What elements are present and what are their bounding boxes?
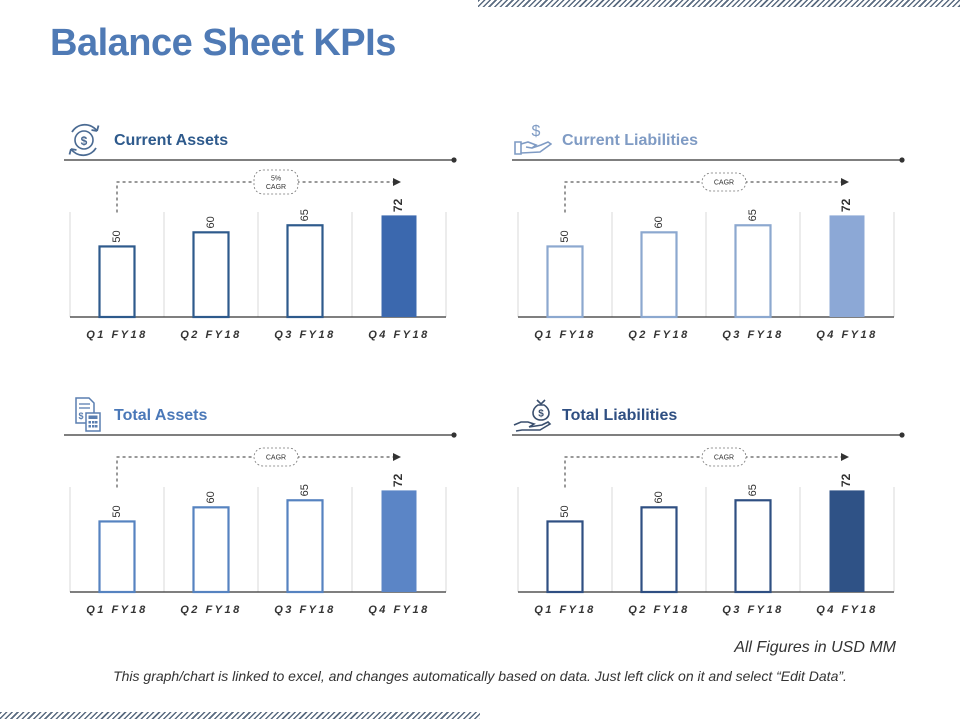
bar bbox=[640, 506, 678, 594]
rule-end-dot bbox=[451, 157, 457, 163]
bar bbox=[381, 215, 417, 317]
data-label: 72 bbox=[839, 198, 853, 212]
bar bbox=[734, 224, 772, 319]
category-label: Q1 FY18 bbox=[86, 604, 148, 616]
cagr-arrow-line bbox=[116, 456, 399, 488]
svg-text:$: $ bbox=[532, 123, 541, 140]
decorative-hatch-bottom bbox=[0, 712, 480, 719]
chart-panel-total-assets[interactable]: $ Total Assets CAGR 50 Q1 FY18 60 Q2 FY18 65 Q… bbox=[64, 395, 464, 625]
dollar-cycle-icon: $ bbox=[68, 123, 100, 157]
ledger-calculator-icon: $ bbox=[75, 397, 101, 432]
svg-text:$: $ bbox=[538, 409, 544, 420]
bar bbox=[829, 490, 865, 592]
category-label: Q3 FY18 bbox=[722, 604, 784, 616]
hand-dollar-icon: $ bbox=[514, 123, 552, 155]
current-liabilities-chart: CAGR 50 Q1 FY18 60 Q2 FY18 65 Q3 FY18 72 Q4 FY18 bbox=[512, 157, 905, 341]
cagr-badge bbox=[253, 447, 299, 467]
footnote: This graph/chart is linked to excel, and… bbox=[113, 668, 847, 684]
cagr-text: CAGR bbox=[266, 455, 286, 462]
cagr-arrow-head bbox=[393, 453, 401, 461]
bar bbox=[192, 231, 230, 319]
bar bbox=[381, 490, 417, 592]
data-label: 60 bbox=[205, 216, 217, 228]
total-liabilities-chart: CAGR 50 Q1 FY18 60 Q2 FY18 65 Q3 FY18 72 Q4 FY18 bbox=[512, 432, 905, 616]
bar bbox=[734, 499, 772, 594]
category-label: Q4 FY18 bbox=[816, 329, 878, 341]
bar bbox=[546, 245, 584, 319]
cagr-text: CAGR bbox=[266, 184, 286, 191]
rule-end-dot bbox=[899, 432, 905, 438]
data-label: 60 bbox=[205, 491, 217, 503]
category-label: Q4 FY18 bbox=[368, 604, 430, 616]
data-label: 50 bbox=[111, 230, 123, 242]
data-label: 72 bbox=[391, 473, 405, 487]
chart-title: Current Liabilities bbox=[562, 132, 699, 149]
svg-text:$: $ bbox=[81, 134, 88, 148]
bar bbox=[98, 520, 136, 594]
data-label: 60 bbox=[653, 216, 665, 228]
decorative-hatch-top bbox=[478, 0, 960, 7]
data-label: 65 bbox=[747, 209, 759, 221]
data-label: 50 bbox=[559, 230, 571, 242]
category-label: Q1 FY18 bbox=[534, 329, 596, 341]
cagr-arrow-line bbox=[116, 181, 399, 213]
chart-title: Total Assets bbox=[114, 407, 208, 424]
cagr-arrow-head bbox=[841, 453, 849, 461]
category-label: Q3 FY18 bbox=[274, 329, 336, 341]
data-label: 65 bbox=[747, 484, 759, 496]
cagr-badge bbox=[253, 169, 299, 195]
category-label: Q2 FY18 bbox=[180, 329, 242, 341]
cagr-badge bbox=[701, 447, 747, 467]
category-label: Q1 FY18 bbox=[534, 604, 596, 616]
category-label: Q2 FY18 bbox=[628, 329, 690, 341]
total-assets-chart: CAGR 50 Q1 FY18 60 Q2 FY18 65 Q3 FY18 72 Q4 FY18 bbox=[64, 432, 457, 616]
cagr-arrow-head bbox=[393, 178, 401, 186]
data-label: 50 bbox=[111, 505, 123, 517]
cagr-arrow-line bbox=[564, 456, 847, 488]
chart-panel-current-liabilities[interactable]: $ Current Liabilities CAGR 50 Q1 FY18 60 Q2 … bbox=[512, 120, 912, 350]
chart-panel-current-assets[interactable]: $ Current Assets 5% CAGR 50 Q1 FY18 60 Q2 FY1… bbox=[64, 120, 464, 350]
page-title: Balance Sheet KPIs bbox=[50, 22, 396, 64]
category-label: Q3 FY18 bbox=[274, 604, 336, 616]
units-note: All Figures in USD MM bbox=[734, 639, 896, 656]
cagr-arrow-line bbox=[564, 181, 847, 213]
cagr-badge bbox=[701, 172, 747, 192]
bar bbox=[546, 520, 584, 594]
chart-panel-total-liabilities[interactable]: $ Total Liabilities CAGR 50 Q1 FY18 60 Q2 FY… bbox=[512, 395, 912, 625]
category-label: Q2 FY18 bbox=[628, 604, 690, 616]
data-label: 60 bbox=[653, 491, 665, 503]
current-assets-chart: 5% CAGR 50 Q1 FY18 60 Q2 FY18 65 Q3 FY18 72 Q4 FY… bbox=[64, 157, 457, 341]
cagr-text: 5% bbox=[271, 175, 281, 182]
data-label: 72 bbox=[839, 473, 853, 487]
data-label: 50 bbox=[559, 505, 571, 517]
bar bbox=[286, 499, 324, 594]
cagr-text: CAGR bbox=[714, 180, 734, 187]
data-label: 72 bbox=[391, 198, 405, 212]
bar bbox=[829, 215, 865, 317]
chart-title: Total Liabilities bbox=[562, 407, 678, 424]
hand-money-bag-icon: $ bbox=[513, 399, 552, 432]
bar bbox=[98, 245, 136, 319]
category-label: Q4 FY18 bbox=[816, 604, 878, 616]
bar bbox=[192, 506, 230, 594]
category-label: Q1 FY18 bbox=[86, 329, 148, 341]
svg-text:$: $ bbox=[78, 411, 83, 421]
cagr-arrow-head bbox=[841, 178, 849, 186]
rule-end-dot bbox=[451, 432, 457, 438]
rule-end-dot bbox=[899, 157, 905, 163]
data-label: 65 bbox=[299, 209, 311, 221]
cagr-text: CAGR bbox=[714, 455, 734, 462]
data-label: 65 bbox=[299, 484, 311, 496]
bar bbox=[640, 231, 678, 319]
category-label: Q2 FY18 bbox=[180, 604, 242, 616]
category-label: Q3 FY18 bbox=[722, 329, 784, 341]
chart-title: Current Assets bbox=[114, 132, 229, 149]
category-label: Q4 FY18 bbox=[368, 329, 430, 341]
bar bbox=[286, 224, 324, 319]
